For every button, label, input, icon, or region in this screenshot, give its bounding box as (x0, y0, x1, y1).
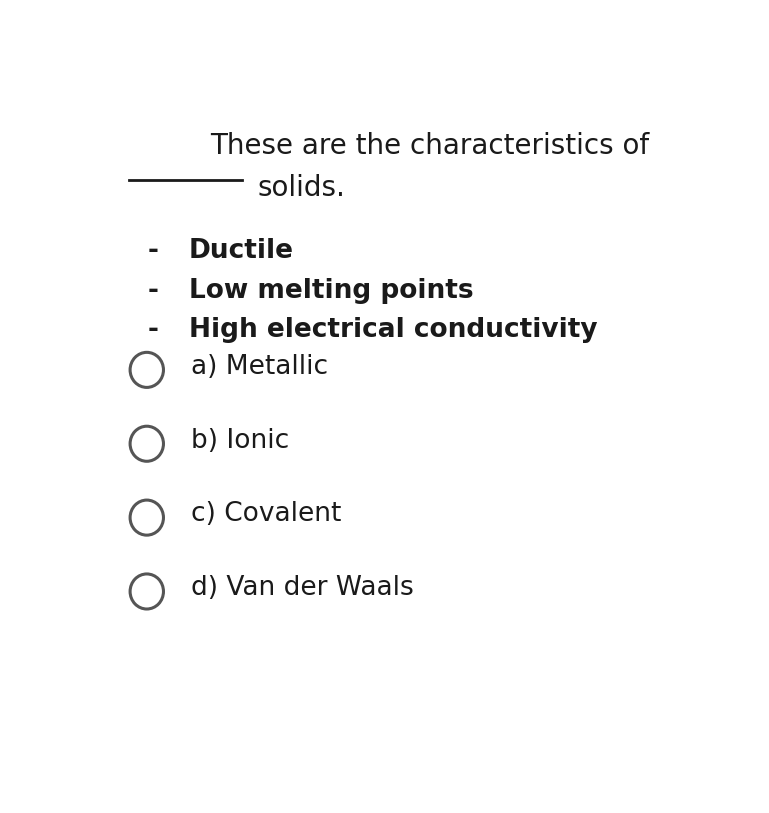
Text: -: - (148, 278, 158, 304)
Text: c) Covalent: c) Covalent (191, 502, 342, 528)
Text: High electrical conductivity: High electrical conductivity (188, 317, 597, 343)
Text: d) Van der Waals: d) Van der Waals (191, 576, 414, 602)
Text: solids.: solids. (257, 174, 345, 202)
Text: b) Ionic: b) Ionic (191, 428, 290, 454)
Text: -: - (148, 317, 158, 343)
Text: Low melting points: Low melting points (188, 278, 473, 304)
Text: a) Metallic: a) Metallic (191, 354, 328, 380)
Text: Ductile: Ductile (188, 238, 294, 264)
Text: These are the characteristics of: These are the characteristics of (210, 132, 650, 160)
Text: -: - (148, 238, 158, 264)
